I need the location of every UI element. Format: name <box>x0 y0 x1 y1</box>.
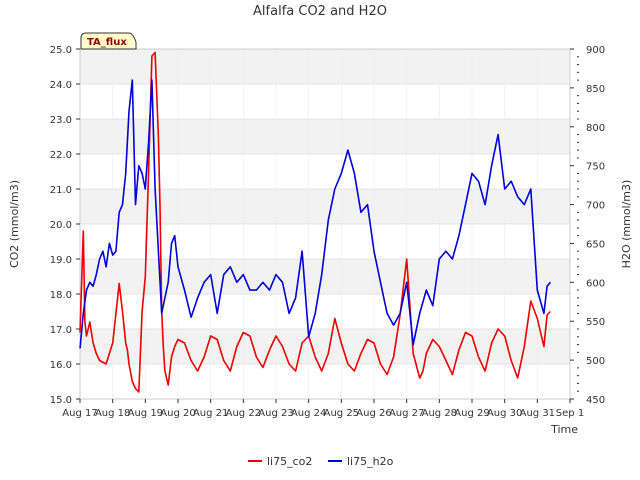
series-layer <box>79 51 552 393</box>
y-tick-label: 23.0 <box>50 115 72 126</box>
plot-band <box>80 294 570 329</box>
badge-shape <box>80 32 137 50</box>
y-axis-left: 15.0 16.0 17.0 18.0 19.0 20.0 21.0 22.0 23.0 24.0… <box>50 45 80 406</box>
plot-band <box>80 119 570 154</box>
y2-tick-label: 450 <box>586 395 605 406</box>
y-tick-label: 15.0 <box>50 395 72 406</box>
y-tick-label: 18.0 <box>50 290 72 301</box>
x-tick-label: Aug 21 <box>193 408 228 419</box>
badge-label: TA_flux <box>87 37 127 48</box>
y2-tick-label: 750 <box>586 162 605 173</box>
y2-tick-label: 800 <box>586 123 605 134</box>
ta-flux-badge: TA_flux <box>80 32 137 50</box>
y2-axis-label: H2O (mmol/m3) <box>620 180 633 269</box>
y-tick-label: 24.0 <box>50 80 72 91</box>
series-line-li75-h2o <box>79 79 552 349</box>
series-line-li75-co2 <box>79 51 551 393</box>
y2-tick-label: 600 <box>586 278 605 289</box>
y2-tick-label: 850 <box>586 84 605 95</box>
y-tick-label: 20.0 <box>50 220 72 231</box>
y-tick-label: 19.0 <box>50 255 72 266</box>
plot-band <box>80 364 570 399</box>
y-axis-label: CO2 (mmol/m3) <box>8 180 21 268</box>
y2-tick-label: 500 <box>586 356 605 367</box>
x-tick-label: Aug 23 <box>258 408 293 419</box>
legend: li75_co2 li75_h2o <box>248 455 394 468</box>
x-tick-label: Aug 31 <box>520 408 555 419</box>
legend-label-h2o: li75_h2o <box>347 455 394 468</box>
y-tick-label: 22.0 <box>50 150 72 161</box>
x-tick-label: Aug 29 <box>454 408 489 419</box>
x-tick-label: Aug 24 <box>291 408 326 419</box>
x-tick-label: Aug 28 <box>422 408 457 419</box>
y2-tick-label: 650 <box>586 239 605 250</box>
y-tick-label: 16.0 <box>50 360 72 371</box>
x-tick-label: Aug 26 <box>356 408 391 419</box>
y-tick-label: 17.0 <box>50 325 72 336</box>
x-tick-label: Aug 27 <box>389 408 424 419</box>
y-tick-label: 25.0 <box>50 45 72 56</box>
x-tick-label: Aug 19 <box>128 408 163 419</box>
plot-band <box>80 189 570 224</box>
plot-band <box>80 259 570 294</box>
x-tick-label: Sep 1 <box>556 408 584 419</box>
plot-band <box>80 49 570 84</box>
x-tick-label: Aug 20 <box>160 408 195 419</box>
legend-label-co2: li75_co2 <box>267 455 312 468</box>
x-axis-label: Time <box>550 423 578 436</box>
chart-title: Alfalfa CO2 and H2O <box>253 4 387 19</box>
y-tick-label: 21.0 <box>50 185 72 196</box>
y2-tick-label: 550 <box>586 317 605 328</box>
y2-tick-label: 900 <box>586 45 605 56</box>
plot-band <box>80 84 570 119</box>
y-axis-right: 450 500 550 600 650 700 750 800 850 900 <box>570 45 605 406</box>
y2-tick-label: 700 <box>586 201 605 212</box>
x-tick-label: Aug 22 <box>226 408 261 419</box>
x-tick-label: Aug 17 <box>62 408 97 419</box>
x-tick-label: Aug 18 <box>95 408 130 419</box>
x-tick-label: Aug 25 <box>324 408 359 419</box>
x-tick-label: Aug 30 <box>487 408 522 419</box>
